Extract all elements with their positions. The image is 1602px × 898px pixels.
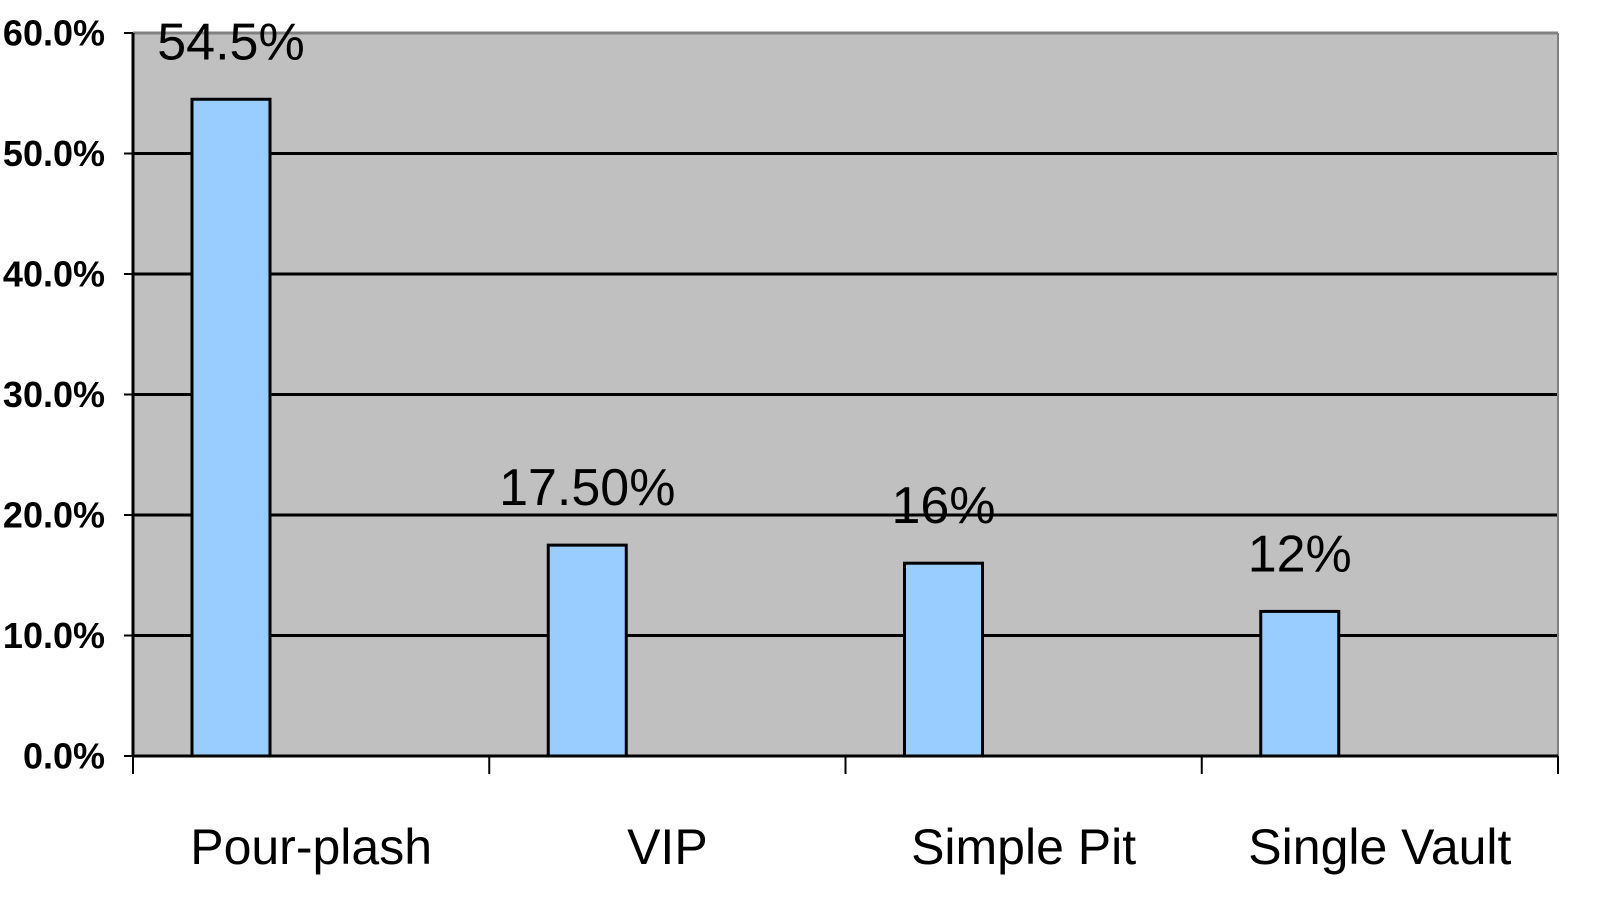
bar-simple-pit bbox=[903, 561, 984, 758]
y-tick-label: 50.0% bbox=[3, 133, 105, 174]
data-label: 54.5% bbox=[157, 13, 304, 71]
y-tick-label: 60.0% bbox=[3, 13, 105, 54]
bar-pour-plash bbox=[190, 97, 272, 758]
y-axis: 0.0% 10.0% 20.0% 30.0% 40.0% 50.0% 60.0% bbox=[3, 13, 135, 777]
x-tick-label: VIP bbox=[627, 819, 708, 875]
y-tick-label: 0.0% bbox=[23, 736, 105, 777]
x-tick-label: Simple Pit bbox=[911, 819, 1136, 875]
data-label: 12% bbox=[1248, 525, 1352, 583]
y-tick-label: 40.0% bbox=[3, 254, 105, 295]
x-tick-label: Single Vault bbox=[1248, 819, 1511, 875]
y-tick-label: 20.0% bbox=[3, 495, 105, 536]
bars bbox=[190, 97, 1341, 758]
y-tick-label: 10.0% bbox=[3, 615, 105, 656]
x-axis: Pour-plash VIP Simple Pit Single Vault bbox=[132, 754, 1559, 875]
gridlines bbox=[133, 31, 1559, 756]
data-labels: 54.5% 17.50% 16% 12% bbox=[157, 13, 1352, 583]
data-label: 17.50% bbox=[499, 459, 675, 517]
bar-single-vault bbox=[1259, 609, 1341, 758]
data-label: 16% bbox=[891, 477, 995, 535]
bar-vip bbox=[546, 543, 628, 758]
y-tick-label: 30.0% bbox=[3, 374, 105, 415]
x-tick-label: Pour-plash bbox=[190, 819, 432, 875]
